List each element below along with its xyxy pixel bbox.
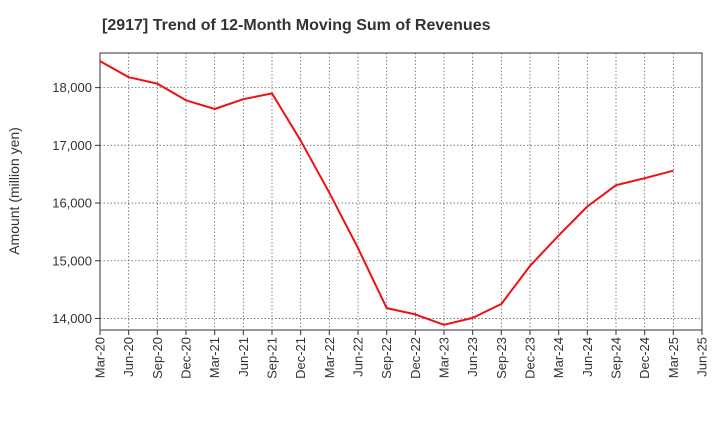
- x-tick-label: Dec-20: [179, 337, 194, 379]
- x-tick-label: Dec-23: [523, 337, 538, 379]
- x-tick-label: Mar-24: [551, 337, 566, 378]
- x-axis: Mar-20 Jun-20 Sep-20 Dec-20 Mar-21 Jun-21 Sep-…: [93, 330, 710, 379]
- x-tick-label: Mar-25: [666, 337, 681, 378]
- x-tick-label: Sep-21: [265, 337, 280, 379]
- chart-title: [2917] Trend of 12-Month Moving Sum of R…: [102, 17, 491, 34]
- x-tick-label: Dec-22: [408, 337, 423, 379]
- x-tick-label: Sep-23: [494, 337, 509, 379]
- x-tick-label: Sep-20: [150, 337, 165, 379]
- x-tick-label: Mar-21: [207, 337, 222, 378]
- x-tick-label: Mar-20: [93, 337, 108, 378]
- x-tick-label: Dec-21: [293, 337, 308, 379]
- y-tick-label: 14,000: [52, 311, 92, 326]
- x-tick-label: Sep-24: [609, 337, 624, 379]
- y-tick-label: 17,000: [52, 138, 92, 153]
- y-tick-label: 16,000: [52, 196, 92, 211]
- x-tick-label: Jun-20: [121, 337, 136, 377]
- x-tick-label: Dec-24: [637, 337, 652, 379]
- y-axis: 14,000 15,000 16,000 17,000 18,000: [52, 80, 100, 326]
- x-tick-label: Jun-24: [580, 337, 595, 377]
- y-tick-label: 18,000: [52, 80, 92, 95]
- revenue-line: [99, 60, 674, 326]
- x-tick-label: Jun-23: [465, 337, 480, 377]
- y-tick-label: 15,000: [52, 253, 92, 268]
- y-axis-title: Amount (million yen): [6, 127, 22, 255]
- x-tick-label: Jun-21: [236, 337, 251, 377]
- x-tick-label: Jun-22: [351, 337, 366, 377]
- x-tick-label: Jun-25: [695, 337, 710, 377]
- x-tick-label: Mar-22: [322, 337, 337, 378]
- plot-area-frame: [99, 52, 703, 331]
- x-tick-label: Sep-22: [379, 337, 394, 379]
- x-tick-label: Mar-23: [437, 337, 452, 378]
- series-group: [99, 60, 674, 326]
- grid-lines: [100, 53, 702, 330]
